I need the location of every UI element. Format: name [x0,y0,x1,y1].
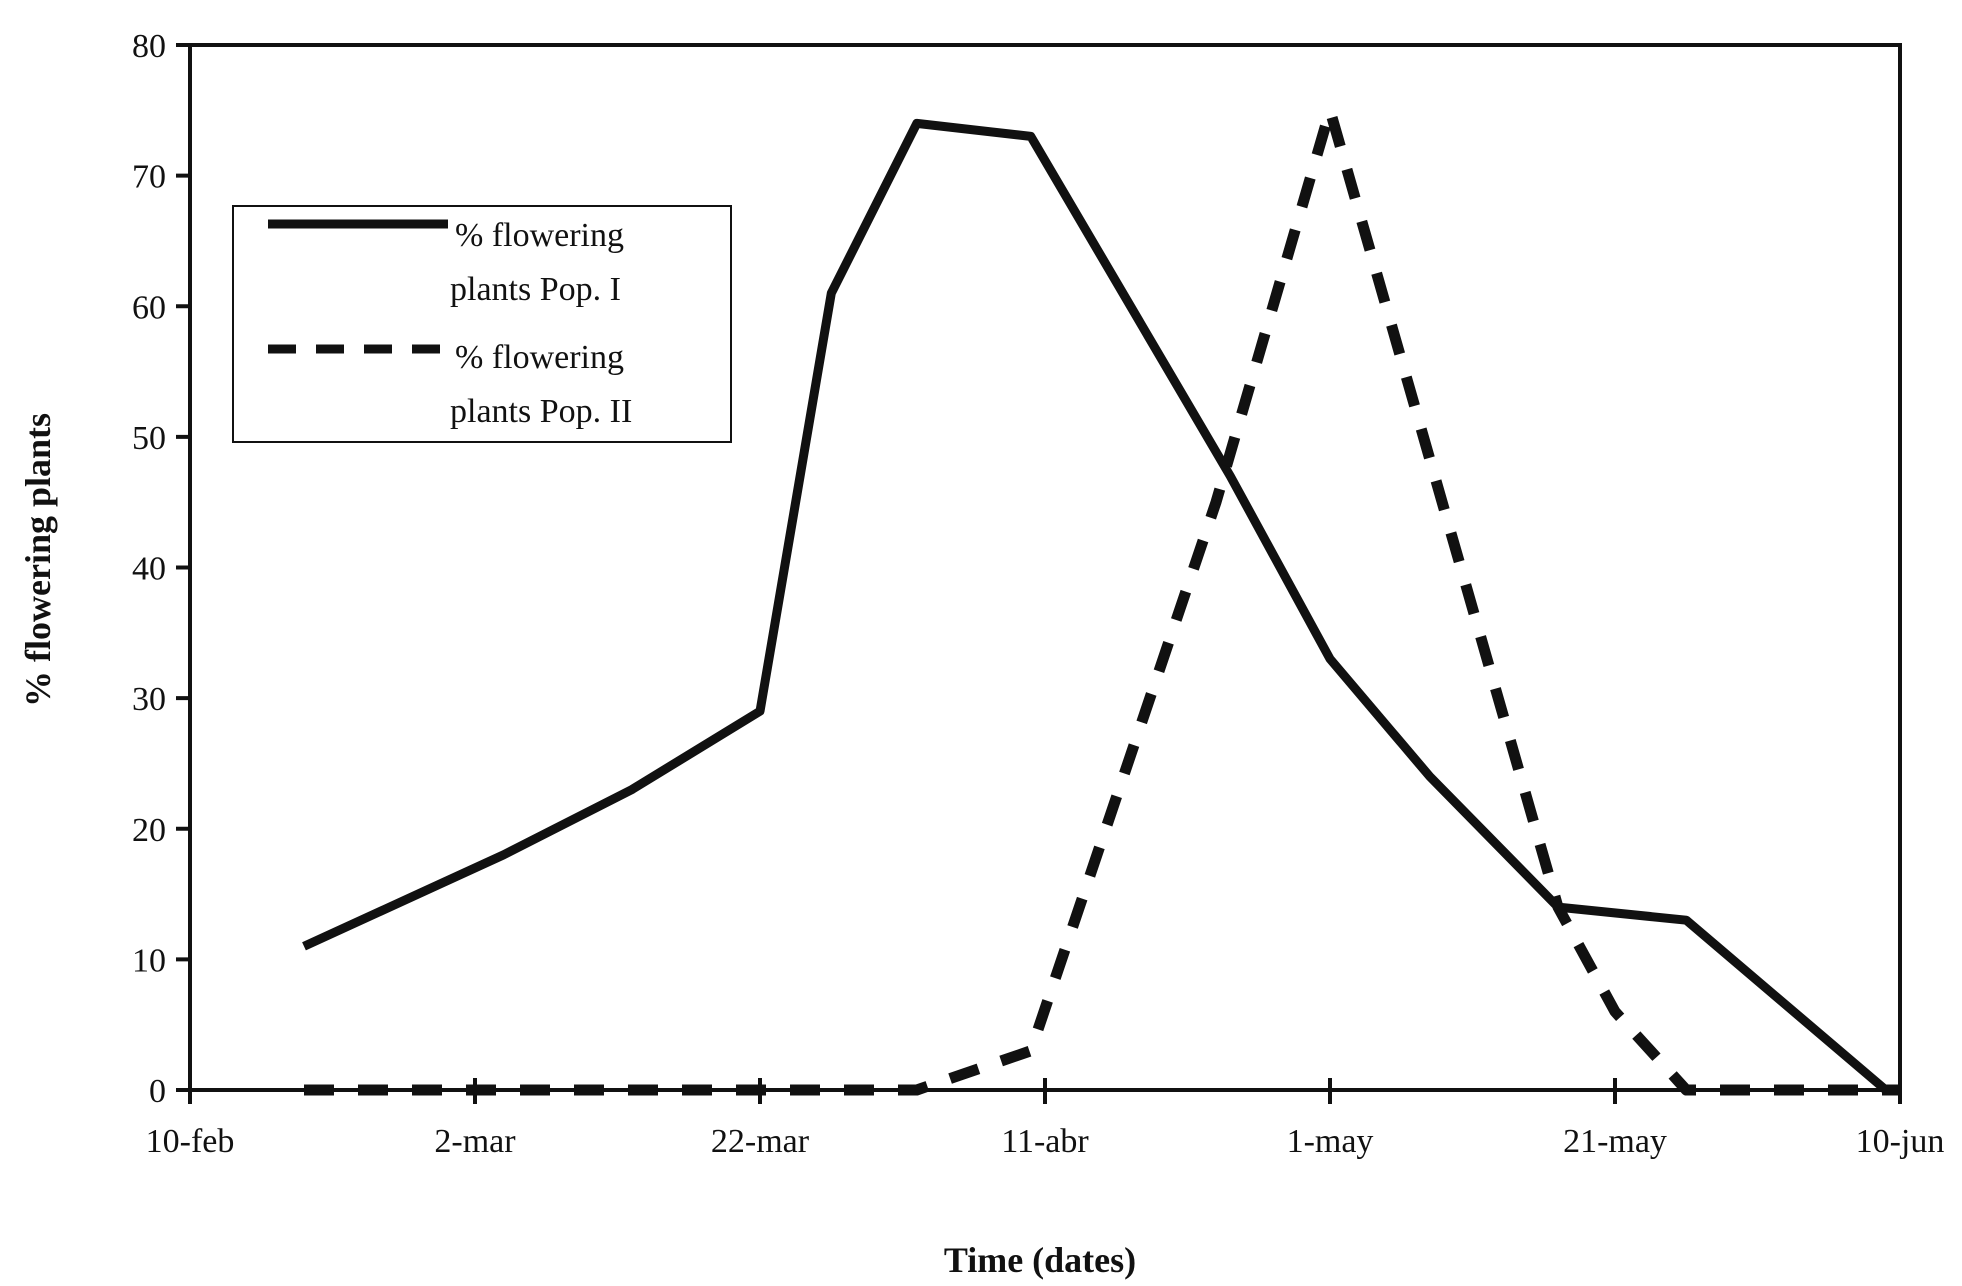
y-tick-label: 50 [132,420,166,457]
y-axis-title: % flowering plants [18,413,58,707]
legend-box [232,205,732,443]
x-axis: 10-feb 2-mar 22-mar 11-abr 1-may 21-may 10-jun [146,1078,1945,1160]
x-tick-label: 21-may [1563,1123,1667,1160]
y-axis: 0 10 20 30 40 50 60 70 80 [132,28,190,1110]
y-tick-label: 40 [132,551,166,588]
x-tick-label: 10-jun [1856,1123,1945,1160]
legend-label-pop-1-line-2: plants Pop. I [450,271,621,308]
series-layer [302,104,1900,1096]
y-tick-label: 60 [132,289,166,326]
x-tick-label: 22-mar [711,1123,810,1160]
x-axis-title: Time (dates) [944,1240,1136,1280]
legend-label-pop-2-line-1: % flowering [455,339,624,376]
legend-label-pop-2-line-2: plants Pop. II [450,393,632,430]
x-tick-label: 1-may [1287,1123,1374,1160]
y-tick-label: 80 [132,28,166,65]
plot-frame [188,43,1902,1092]
y-tick-label: 0 [149,1073,166,1110]
x-tick-label: 2-mar [434,1123,516,1160]
y-tick-label: 70 [132,159,166,196]
y-tick-label: 30 [132,681,166,718]
series-line-pop-2 [304,104,1900,1096]
x-tick-label: 10-feb [146,1123,235,1160]
y-tick-label: 10 [132,942,166,979]
legend-label-pop-1-line-1: % flowering [455,217,624,254]
x-tick-label: 11-abr [1001,1123,1089,1160]
legend: % flowering plants Pop. I % flowering pl… [232,205,732,443]
y-tick-label: 20 [132,812,166,849]
